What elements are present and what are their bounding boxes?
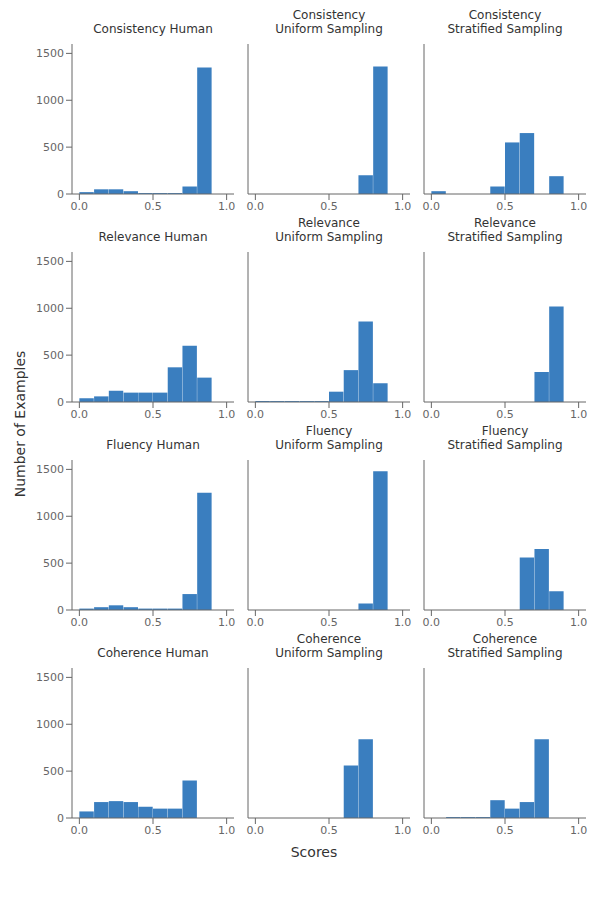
svg-text:0.0: 0.0 [71, 616, 89, 629]
svg-text:1.0: 1.0 [218, 408, 236, 421]
svg-text:0.0: 0.0 [423, 824, 441, 837]
svg-text:1.0: 1.0 [394, 200, 412, 213]
svg-text:1000: 1000 [36, 510, 64, 523]
html-text:Consistency Uniform Sampling: Consistency Uniform Sampling [275, 8, 383, 36]
svg-text:500: 500 [43, 349, 64, 362]
svg-text:0.5: 0.5 [144, 616, 162, 629]
html-text:Consistency Stratified Samplin: Consistency Stratified Sampling [447, 8, 563, 36]
svg-text:0.0: 0.0 [247, 408, 265, 421]
svg-text:1000: 1000 [36, 302, 64, 315]
svg-text:1.0: 1.0 [570, 200, 588, 213]
svg-text:1.0: 1.0 [394, 408, 412, 421]
svg-text:0.0: 0.0 [247, 824, 265, 837]
svg-text:0.5: 0.5 [496, 616, 514, 629]
svg-text:1500: 1500 [36, 463, 64, 476]
html-text:Relevance Uniform Sampling: Relevance Uniform Sampling [275, 216, 383, 244]
svg-text:0.5: 0.5 [496, 824, 514, 837]
html-text:Coherence Human: Coherence Human [97, 646, 209, 660]
svg-text:1.0: 1.0 [218, 616, 236, 629]
svg-text:0.0: 0.0 [71, 408, 89, 421]
html-text:Fluency Stratified Sampling: Fluency Stratified Sampling [447, 424, 563, 452]
svg-text:0.5: 0.5 [320, 616, 338, 629]
html-text:Coherence Stratified Sampling: Coherence Stratified Sampling [447, 632, 563, 660]
svg-text:0.0: 0.0 [423, 200, 441, 213]
html-text:Relevance Human: Relevance Human [98, 230, 208, 244]
svg-text:1500: 1500 [36, 671, 64, 684]
svg-text:0: 0 [57, 188, 64, 201]
svg-text:1.0: 1.0 [394, 616, 412, 629]
svg-text:0.5: 0.5 [496, 200, 514, 213]
svg-text:0: 0 [57, 812, 64, 825]
svg-text:0.0: 0.0 [423, 616, 441, 629]
svg-text:0.5: 0.5 [144, 200, 162, 213]
svg-text:500: 500 [43, 141, 64, 154]
html-text:Coherence Uniform Sampling: Coherence Uniform Sampling [275, 632, 383, 660]
svg-text:0.0: 0.0 [247, 616, 265, 629]
svg-text:1.0: 1.0 [394, 824, 412, 837]
svg-text:0.0: 0.0 [423, 408, 441, 421]
html-text:Number of Examples: Number of Examples [12, 350, 28, 498]
svg-text:1.0: 1.0 [570, 408, 588, 421]
html-text:Fluency Uniform Sampling: Fluency Uniform Sampling [275, 424, 383, 452]
svg-text:0.0: 0.0 [71, 824, 89, 837]
svg-text:1.0: 1.0 [570, 616, 588, 629]
html-text:Scores: Scores [290, 844, 338, 860]
svg-text:1000: 1000 [36, 94, 64, 107]
svg-text:0.0: 0.0 [247, 200, 265, 213]
svg-text:0.5: 0.5 [320, 408, 338, 421]
html-text:Relevance Stratified Sampling: Relevance Stratified Sampling [447, 216, 563, 244]
svg-text:1.0: 1.0 [218, 824, 236, 837]
svg-text:1500: 1500 [36, 255, 64, 268]
svg-text:1.0: 1.0 [570, 824, 588, 837]
svg-text:0.5: 0.5 [144, 824, 162, 837]
svg-text:0.5: 0.5 [496, 408, 514, 421]
svg-text:1500: 1500 [36, 47, 64, 60]
svg-text:500: 500 [43, 557, 64, 570]
svg-text:0.5: 0.5 [320, 200, 338, 213]
svg-text:500: 500 [43, 765, 64, 778]
svg-text:0.5: 0.5 [320, 824, 338, 837]
html-text:Fluency Human: Fluency Human [106, 438, 200, 452]
svg-text:0: 0 [57, 604, 64, 617]
svg-text:0: 0 [57, 396, 64, 409]
svg-text:0.0: 0.0 [71, 200, 89, 213]
html-text:Consistency Human: Consistency Human [93, 22, 213, 36]
svg-text:0.5: 0.5 [144, 408, 162, 421]
svg-text:1000: 1000 [36, 718, 64, 731]
svg-text:1.0: 1.0 [218, 200, 236, 213]
